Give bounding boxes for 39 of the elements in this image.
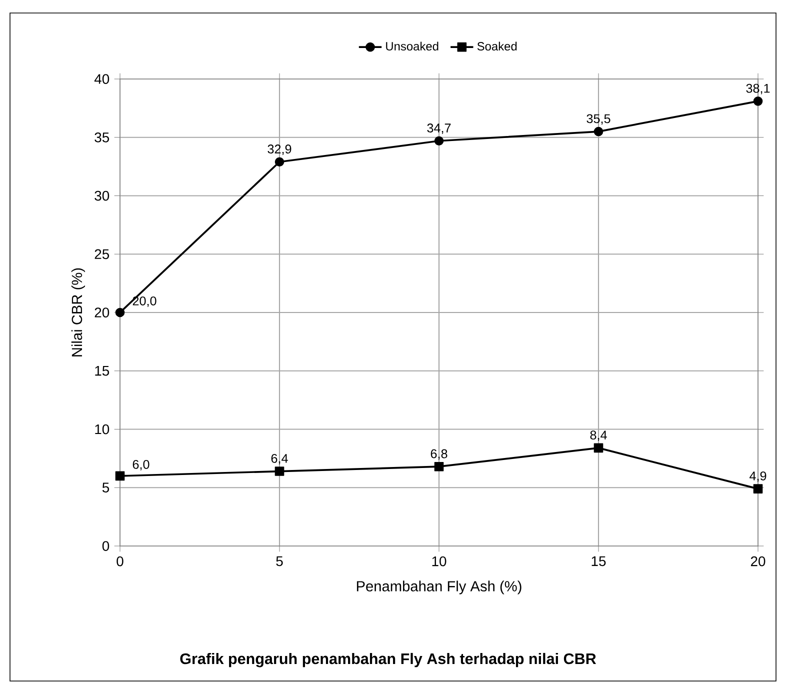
data-label: 8,4	[590, 430, 607, 442]
point	[753, 96, 763, 106]
y-tick-label: 15	[95, 366, 110, 376]
data-label: 34,7	[427, 124, 451, 134]
point	[594, 443, 604, 453]
point	[434, 136, 444, 146]
legend-label: Soaked	[477, 42, 517, 51]
data-label: 20,0	[132, 296, 156, 307]
text: Grafik pengaruh penambahan Fly Ash terhadap nilai CBR	[180, 652, 596, 668]
x-tick-label: 5	[276, 556, 283, 566]
data-label: 38,1	[746, 84, 770, 94]
point	[434, 462, 444, 472]
data-label: 32,9	[268, 144, 292, 155]
data-label: 6,4	[271, 454, 288, 464]
x-axis-title: Penambahan Fly Ash (%)	[356, 580, 522, 594]
y-tick-label: 35	[94, 132, 110, 142]
y-tick-label: 10	[95, 424, 110, 434]
point	[115, 308, 125, 318]
legend-label: Unsoaked	[386, 42, 438, 51]
y-tick-label: 40	[94, 74, 110, 84]
y-tick-label: 0	[102, 541, 110, 551]
x-tick-label: 0	[116, 556, 124, 566]
y-tick-label: 5	[102, 482, 110, 492]
point	[274, 466, 284, 476]
point	[594, 126, 604, 136]
y-tick-label: 20	[94, 308, 110, 318]
x-tick-label: 10	[432, 556, 446, 566]
y-tick-label: 30	[94, 190, 110, 201]
point	[274, 157, 284, 167]
data-label: 6,8	[430, 449, 448, 460]
x-tick-label: 20	[750, 556, 766, 566]
data-label: 35,5	[586, 114, 610, 125]
x-tick-label: 15	[592, 556, 606, 566]
data-label: 6,0	[132, 460, 150, 470]
point	[753, 484, 763, 494]
y-tick-label: 25	[94, 249, 110, 260]
data-label: 4,9	[750, 471, 766, 482]
point	[115, 471, 125, 481]
y-axis-title: Nilai CBR (%)	[71, 268, 85, 356]
